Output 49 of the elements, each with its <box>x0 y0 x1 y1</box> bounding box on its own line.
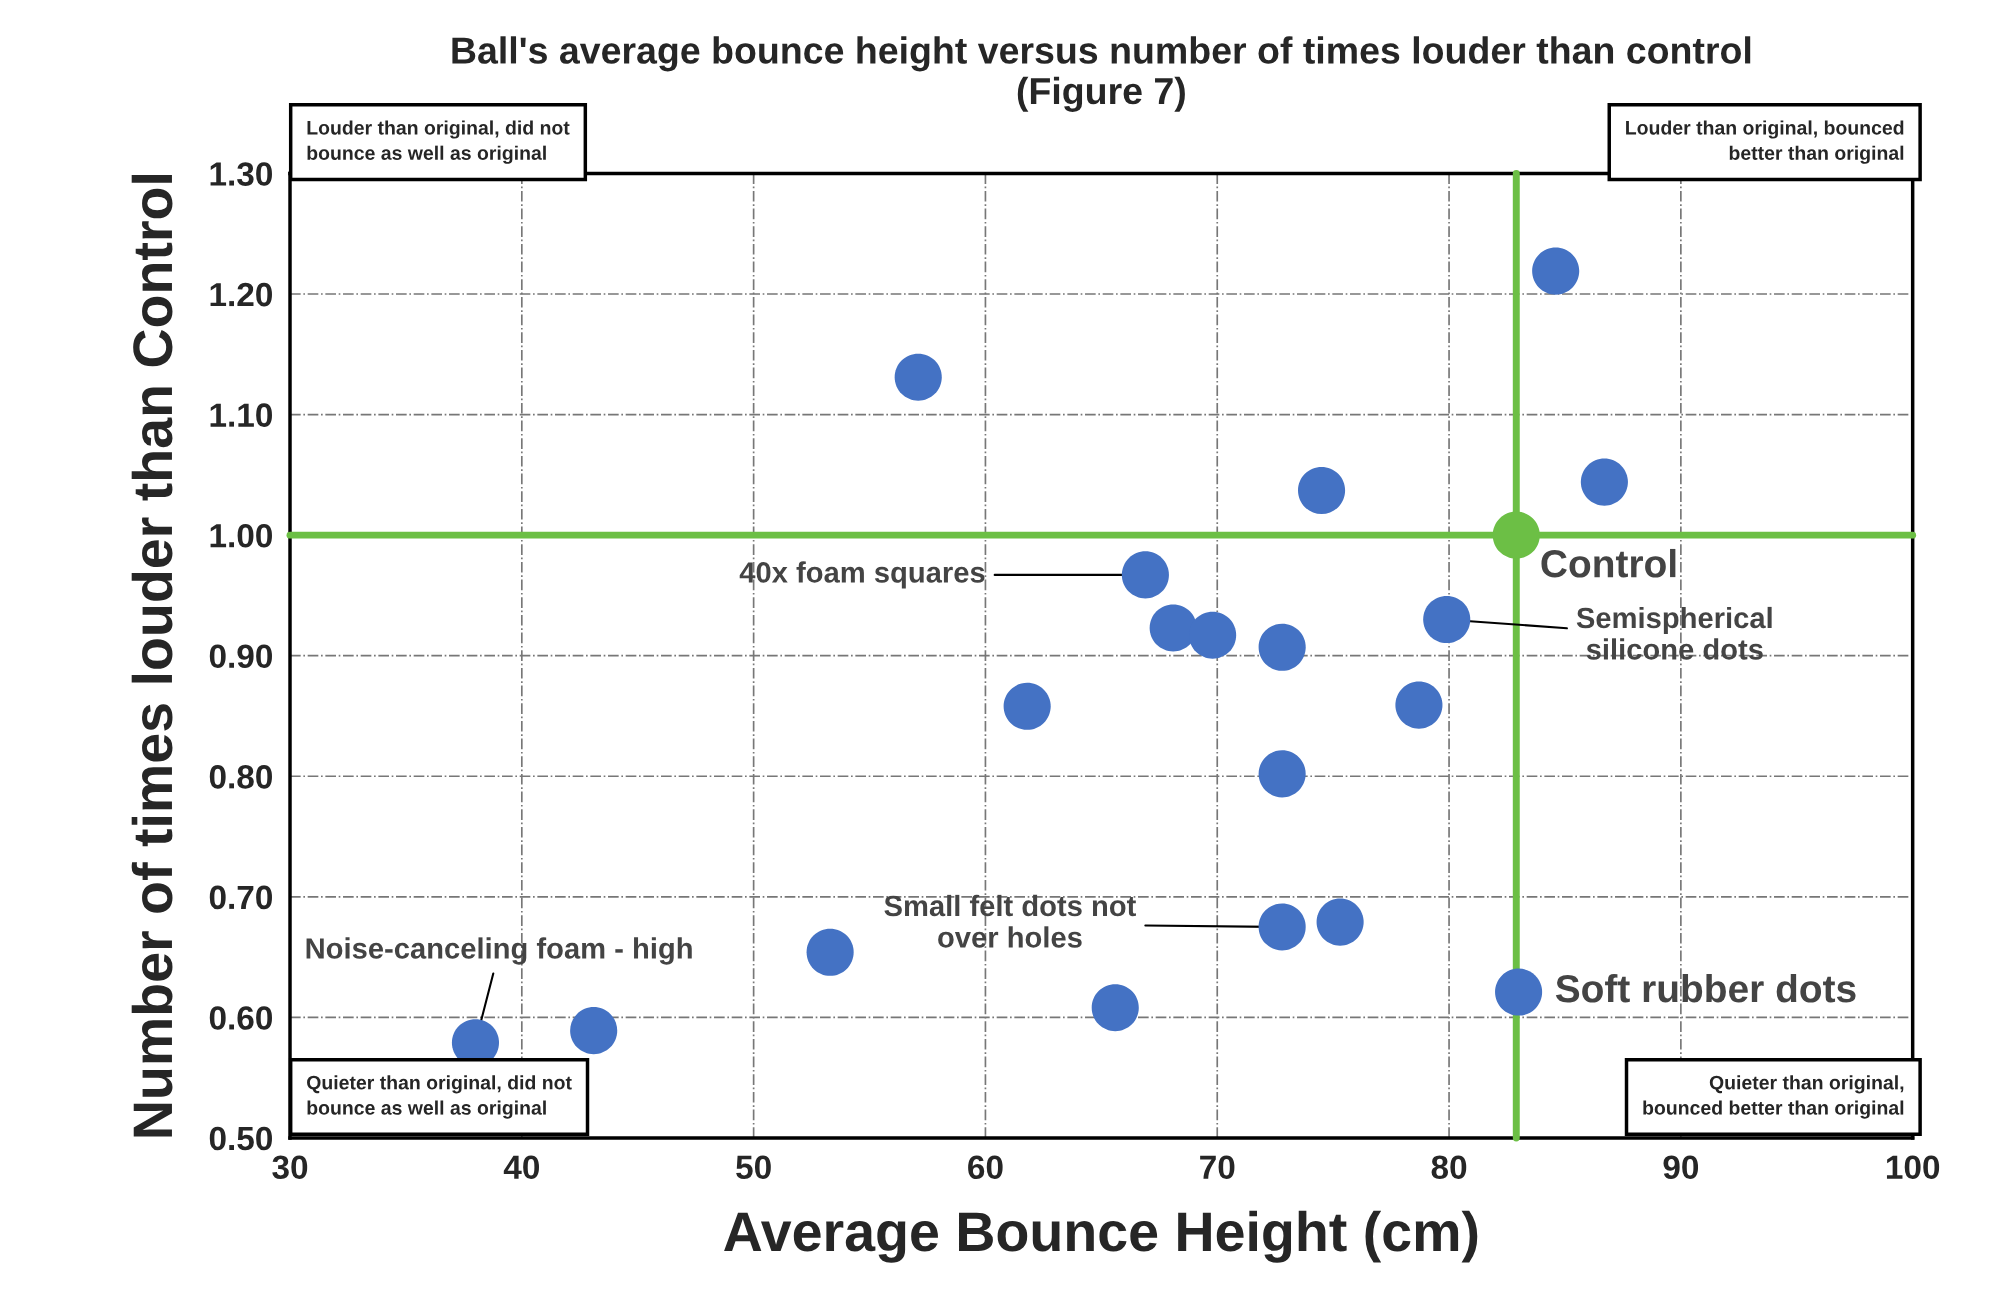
point <box>1423 595 1471 644</box>
point <box>1258 750 1306 798</box>
point <box>1003 682 1051 730</box>
point <box>1495 968 1543 1016</box>
point <box>1258 623 1306 671</box>
point <box>1091 984 1139 1032</box>
annotation: Control <box>1541 548 1676 578</box>
annotation: Soft rubber dots <box>1555 973 1856 1003</box>
x-tick-label: 90 <box>1663 1155 1699 1180</box>
point <box>1298 466 1346 515</box>
annotation: Small felt dots not over holes <box>884 894 1136 948</box>
y-tick-label: 0.80 <box>209 765 272 789</box>
x-tick-label: 50 <box>736 1155 771 1180</box>
point <box>1395 681 1443 729</box>
text: Louder than original, did not bounce as well as original <box>307 120 570 164</box>
x-tick-label: 70 <box>1200 1155 1235 1180</box>
y-tick-label: 0.90 <box>209 644 272 669</box>
point <box>1316 898 1364 946</box>
point <box>1492 511 1540 559</box>
point <box>1532 247 1580 295</box>
point <box>1580 458 1628 506</box>
annotation: Quieter than original, did not bounce as well as original <box>307 1075 572 1119</box>
point <box>570 1007 618 1055</box>
x-tick-label: 100 <box>1886 1155 1940 1180</box>
point <box>806 928 854 976</box>
x-tick-label: 60 <box>968 1155 1003 1180</box>
point <box>894 353 942 401</box>
annotation: Quieter than original, bounced better than original <box>1643 1075 1904 1119</box>
y-tick-label: 0.60 <box>209 1006 272 1030</box>
point <box>1121 551 1169 599</box>
y-tick-label: 0.70 <box>209 885 272 910</box>
y-axis-title: Number of times louder than Control <box>131 175 173 1137</box>
annotation: Noise-canceling foam - high <box>306 937 692 965</box>
y-tick-label: 1.00 <box>210 523 272 548</box>
chart-title: Ball's average bounce height versus number of times louder than control (Figure 7) <box>452 36 1751 112</box>
annotation: 40x foam squares <box>739 561 985 589</box>
y-tick-label: 1.30 <box>210 162 272 186</box>
x-tick-label: 40 <box>503 1155 539 1180</box>
x-tick-label: 80 <box>1431 1155 1467 1180</box>
x-axis-title: Average Bounce Height (cm) <box>724 1210 1478 1263</box>
annotation: Semispherical silicone dots <box>1576 606 1772 660</box>
y-tick-label: 1.20 <box>210 282 272 307</box>
text: Louder than original, bounced better than original <box>1626 120 1904 164</box>
point <box>1149 604 1197 652</box>
x-tick-label: 30 <box>272 1155 308 1180</box>
point <box>1258 903 1306 951</box>
y-tick-label: 0.50 <box>209 1126 272 1151</box>
y-tick-label: 1.10 <box>210 403 272 427</box>
point <box>1189 611 1237 659</box>
